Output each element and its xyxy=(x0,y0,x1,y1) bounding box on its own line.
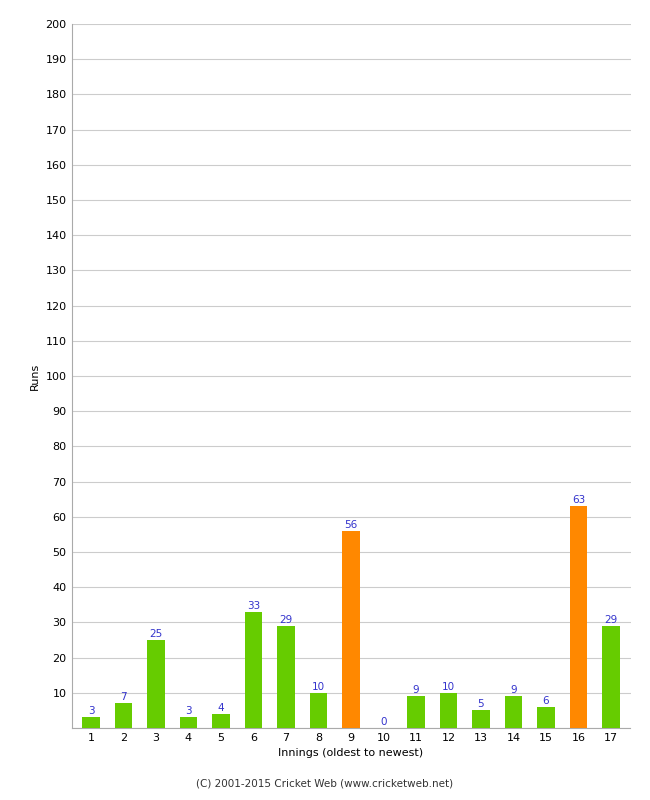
Y-axis label: Runs: Runs xyxy=(30,362,40,390)
Text: 4: 4 xyxy=(218,703,224,713)
Text: 33: 33 xyxy=(247,601,260,610)
Bar xyxy=(569,506,588,728)
Text: 5: 5 xyxy=(478,699,484,710)
Bar xyxy=(179,718,198,728)
Bar xyxy=(277,626,295,728)
Bar xyxy=(439,693,458,728)
Bar xyxy=(602,626,620,728)
Bar xyxy=(147,640,165,728)
Text: 3: 3 xyxy=(88,706,94,716)
Bar xyxy=(114,703,133,728)
Text: 9: 9 xyxy=(510,686,517,695)
Text: 25: 25 xyxy=(150,629,162,639)
Bar xyxy=(309,693,328,728)
Bar xyxy=(407,696,425,728)
Text: 3: 3 xyxy=(185,706,192,716)
Bar xyxy=(82,718,100,728)
Text: 29: 29 xyxy=(604,615,617,625)
Bar xyxy=(472,710,490,728)
Text: 0: 0 xyxy=(380,717,387,727)
Bar xyxy=(244,612,263,728)
Text: 63: 63 xyxy=(572,495,585,505)
Bar xyxy=(537,707,555,728)
Bar xyxy=(342,531,360,728)
Text: 9: 9 xyxy=(413,686,419,695)
Text: (C) 2001-2015 Cricket Web (www.cricketweb.net): (C) 2001-2015 Cricket Web (www.cricketwe… xyxy=(196,779,454,789)
Text: 10: 10 xyxy=(312,682,325,692)
Text: 6: 6 xyxy=(543,696,549,706)
Text: 10: 10 xyxy=(442,682,455,692)
Bar xyxy=(504,696,523,728)
Text: 7: 7 xyxy=(120,692,127,702)
X-axis label: Innings (oldest to newest): Innings (oldest to newest) xyxy=(278,749,424,758)
Bar xyxy=(212,714,230,728)
Text: 29: 29 xyxy=(280,615,292,625)
Text: 56: 56 xyxy=(344,520,358,530)
